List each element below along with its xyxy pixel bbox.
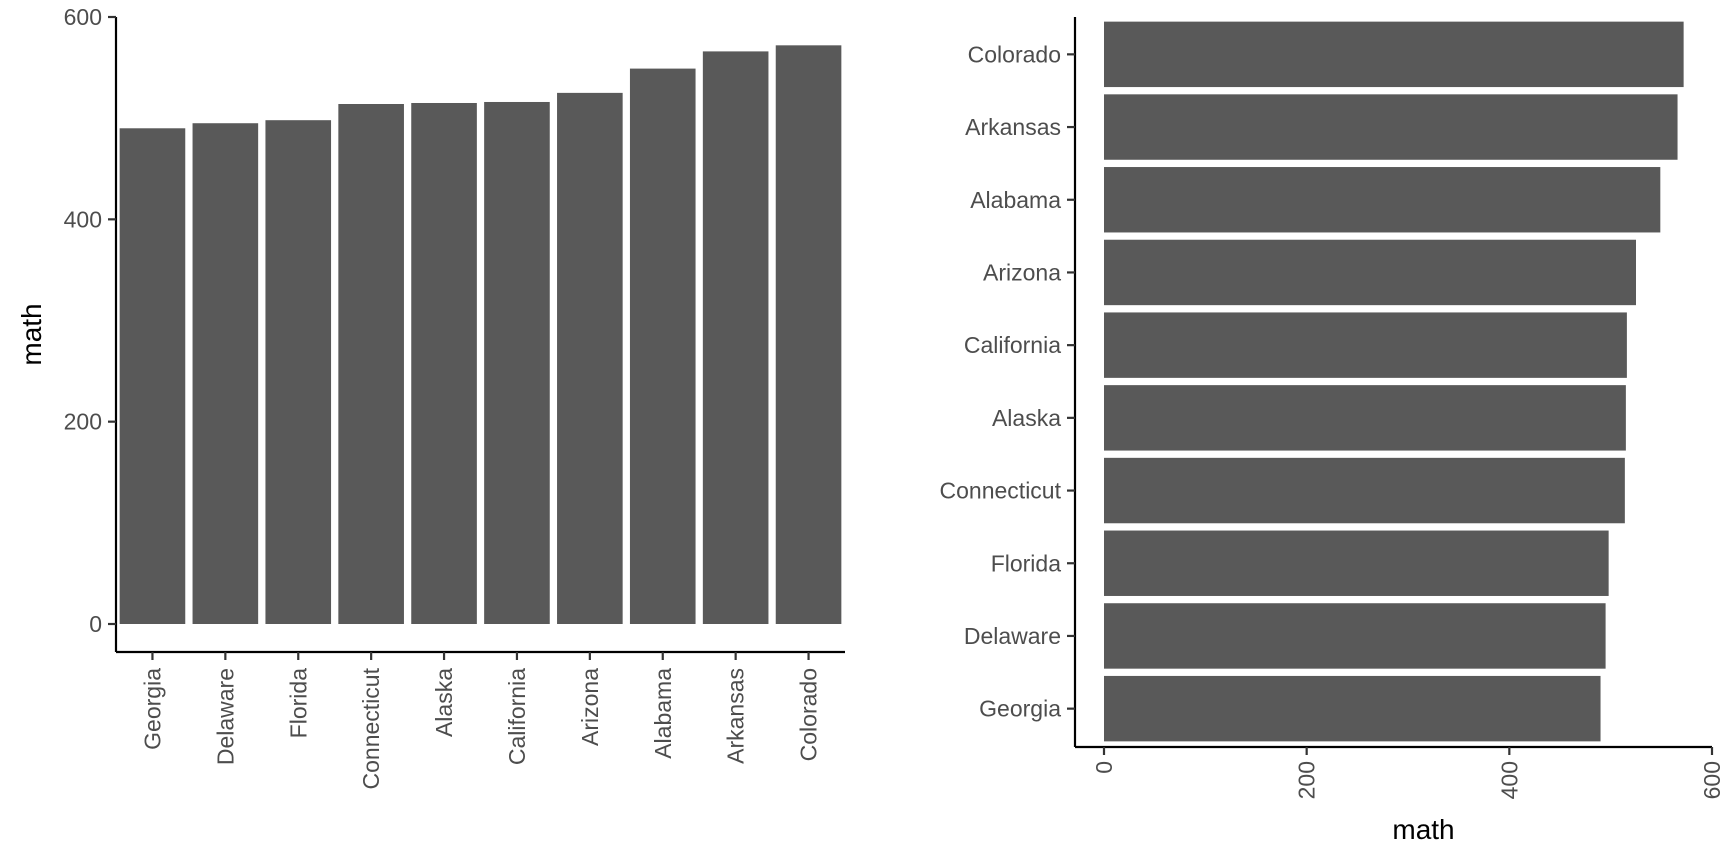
x-tick-label: Arkansas [723,668,749,764]
y-tick-label: Florida [991,550,1062,576]
bar-connecticut [1104,457,1625,524]
x-tick-label: 0 [1091,761,1117,774]
bar-colorado [775,45,842,625]
y-tick-label: Alabama [970,187,1061,213]
bar-arizona [557,92,623,624]
bar-florida [1104,530,1609,596]
x-tick-label: Connecticut [358,667,384,789]
bar-arkansas [1104,94,1678,160]
y-tick-label: Arkansas [965,114,1061,140]
bar-alabama [629,68,696,625]
y-tick-label: Connecticut [940,478,1062,504]
x-tick-label: 400 [1496,761,1522,799]
y-tick-label: Alaska [992,405,1061,431]
x-tick-label: Arizona [577,668,603,746]
bar-alabama [1104,167,1661,233]
x-tick-label: 600 [1699,761,1725,799]
y-tick-label: California [964,332,1061,358]
x-tick-label: California [504,668,530,765]
x-tick-label: Colorado [796,668,822,761]
bar-alaska [411,102,477,624]
y-tick-label: 400 [64,206,102,232]
x-axis-title: math [1392,814,1454,845]
y-tick-label: 600 [64,4,102,30]
bar-arkansas [702,51,769,624]
y-tick-label: 0 [89,611,102,637]
x-tick-label: 200 [1294,761,1320,799]
x-tick-label: Delaware [212,668,238,765]
bar-colorado [1104,21,1684,88]
y-tick-label: Arizona [983,259,1061,285]
y-tick-label: Georgia [979,696,1061,722]
vertical-bar-chart: 0 200 400 600 Georgia Delaware Florida Connecti… [16,4,845,789]
bar-arizona [1104,239,1636,306]
bar-delaware [1104,603,1606,669]
x-tick-label: Georgia [139,668,165,750]
x-tick-label: Alabama [650,668,676,759]
bar-california [1104,312,1627,378]
bar-florida [265,120,332,624]
y-tick-label: Colorado [968,41,1061,67]
x-tick-label: Florida [285,668,311,739]
bar-alaska [1104,385,1626,451]
bar-connecticut [338,104,404,624]
bar-georgia [119,128,186,625]
horizontal-bar-chart: Colorado Arkansas Alabama Arizona California… [940,17,1725,845]
bar-california [484,101,550,625]
bar-georgia [1104,675,1601,742]
bar-delaware [192,123,259,624]
y-axis-title: math [16,303,47,365]
x-tick-label: Alaska [431,668,457,737]
y-tick-label: 200 [64,409,102,435]
y-tick-label: Delaware [964,623,1061,649]
